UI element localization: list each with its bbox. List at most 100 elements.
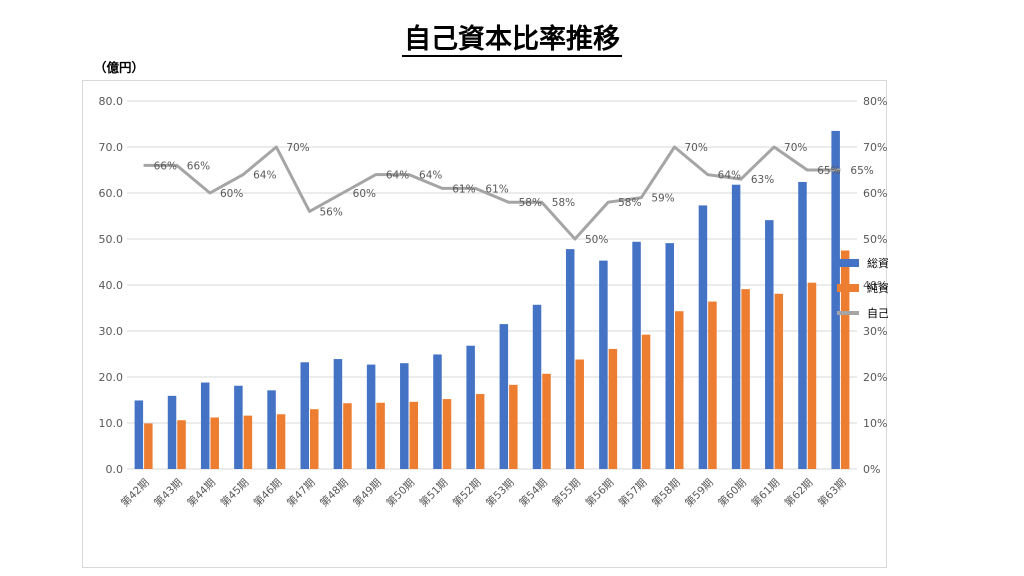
y-left-tick-label: 40.0 <box>99 279 124 292</box>
bar-total-assets <box>731 184 741 469</box>
equity-ratio-data-label: 66% <box>187 160 210 172</box>
bar-net-assets <box>542 373 551 469</box>
bar-total-assets <box>267 390 276 469</box>
y-right-tick-label: 70% <box>863 141 887 154</box>
equity-ratio-data-label: 58% <box>618 197 641 209</box>
bar-total-assets <box>532 304 542 469</box>
bar-net-assets <box>509 384 518 469</box>
equity-ratio-data-label: 61% <box>452 183 475 195</box>
x-tick-label: 第60期 <box>715 476 748 509</box>
equity-ratio-data-label: 70% <box>685 142 708 154</box>
y-left-tick-label: 70.0 <box>99 141 124 154</box>
y-right-tick-label: 10% <box>863 417 887 430</box>
bar-net-assets <box>210 417 219 469</box>
bar-net-assets <box>774 293 784 469</box>
equity-ratio-data-label: 64% <box>419 170 442 182</box>
bar-total-assets <box>400 363 409 469</box>
bar-net-assets <box>741 289 750 469</box>
bar-net-assets <box>276 414 286 469</box>
bar-total-assets <box>200 382 210 469</box>
bar-net-assets <box>343 403 352 469</box>
legend-label: 自己資本率 <box>867 306 888 320</box>
chart-area: 0.0 0% 10.0 10% 20.0 20% 30.0 30% 40.0 40% 50.0 50%… <box>82 80 889 568</box>
y-left-tick-label: 50.0 <box>99 233 124 246</box>
x-tick-label: 第46期 <box>251 476 284 509</box>
bar-total-assets <box>167 395 177 469</box>
y-left-tick-label: 0.0 <box>106 463 124 476</box>
bar-net-assets <box>409 401 419 469</box>
bar-net-assets <box>243 415 253 469</box>
x-tick-label: 第45期 <box>218 476 251 509</box>
combo-chart: 0.0 0% 10.0 10% 20.0 20% 30.0 30% 40.0 40% 50.0 50%… <box>99 95 889 509</box>
y-left-tick-label: 20.0 <box>99 371 124 384</box>
bar-total-assets <box>698 205 708 470</box>
chart-title-text: 自己資本比率推移 <box>402 24 622 57</box>
bar-total-assets <box>765 220 774 469</box>
equity-ratio-line <box>143 145 841 241</box>
chart-title: 自己資本比率推移 <box>0 20 1024 60</box>
y-right-tick-label: 30% <box>863 325 887 338</box>
x-tick-label: 第62期 <box>782 476 815 509</box>
bar-net-assets <box>608 348 618 469</box>
y-right-tick-label: 40% <box>863 279 887 292</box>
equity-ratio-data-label: 58% <box>519 197 542 209</box>
bar-total-assets <box>499 324 509 469</box>
x-tick-label: 第53期 <box>483 476 516 509</box>
bar-total-assets <box>300 362 309 469</box>
bar-net-assets <box>475 394 485 469</box>
equity-ratio-data-label: 66% <box>154 160 177 172</box>
bar-net-assets <box>442 399 452 469</box>
x-tick-label: 第44期 <box>185 476 218 509</box>
bar-total-assets <box>333 359 343 469</box>
x-tick-label: 第56期 <box>583 476 616 509</box>
bar-net-assets <box>144 423 153 469</box>
bar-net-assets <box>675 311 684 469</box>
bar-net-assets <box>708 301 717 469</box>
bar-net-assets <box>310 409 319 469</box>
bar-total-assets <box>798 181 807 469</box>
equity-ratio-data-label: 63% <box>751 174 774 186</box>
x-tick-label: 第51期 <box>417 476 450 509</box>
y-right-tick-label: 80% <box>863 95 887 108</box>
bar-total-assets <box>665 243 674 469</box>
bar-total-assets <box>433 354 442 469</box>
equity-ratio-data-label: 60% <box>220 188 243 200</box>
equity-ratio-data-label: 64% <box>718 170 741 182</box>
bar-total-assets <box>466 345 475 469</box>
x-tick-label: 第61期 <box>749 476 782 509</box>
legend-swatch <box>837 259 859 267</box>
bar-net-assets <box>840 250 850 469</box>
bar-net-assets <box>807 282 817 469</box>
bar-total-assets <box>366 364 376 469</box>
equity-ratio-data-label: 64% <box>253 170 276 182</box>
bar-net-assets <box>376 402 385 469</box>
equity-ratio-data-label: 65% <box>817 165 840 177</box>
bar-total-assets <box>134 400 144 469</box>
y-right-tick-label: 60% <box>863 187 887 200</box>
x-tick-label: 第63期 <box>815 476 848 509</box>
x-tick-label: 第49期 <box>350 476 383 509</box>
x-tick-label: 第57期 <box>616 476 649 509</box>
x-tick-label: 第42期 <box>118 476 151 509</box>
x-tick-label: 第43期 <box>151 476 184 509</box>
x-tick-label: 第59期 <box>682 476 715 509</box>
equity-ratio-data-label: 58% <box>552 197 575 209</box>
y-left-tick-label: 60.0 <box>99 187 124 200</box>
y-left-tick-label: 80.0 <box>99 95 124 108</box>
x-tick-label: 第48期 <box>317 476 350 509</box>
equity-ratio-data-label: 59% <box>651 193 674 205</box>
legend-swatch <box>837 284 859 292</box>
bar-total-assets <box>234 385 243 469</box>
equity-ratio-data-label: 56% <box>320 206 343 218</box>
bar-net-assets <box>575 359 584 469</box>
x-tick-label: 第54期 <box>516 476 549 509</box>
x-tick-label: 第58期 <box>649 476 682 509</box>
equity-ratio-data-label: 61% <box>485 183 508 195</box>
equity-ratio-data-label: 64% <box>386 170 409 182</box>
bar-net-assets <box>177 420 186 469</box>
y-right-tick-label: 0% <box>863 463 880 476</box>
bar-total-assets <box>599 260 608 469</box>
equity-ratio-data-label: 70% <box>784 142 807 154</box>
y-left-tick-label: 10.0 <box>99 417 124 430</box>
legend-label: 純資産 <box>867 282 888 295</box>
